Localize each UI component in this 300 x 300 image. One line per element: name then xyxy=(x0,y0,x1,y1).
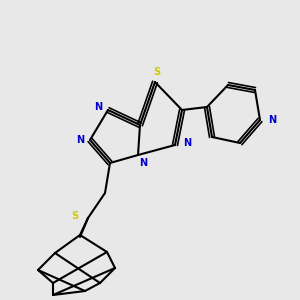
Text: N: N xyxy=(76,135,84,145)
Text: S: S xyxy=(153,67,161,77)
Text: N: N xyxy=(94,102,102,112)
Text: N: N xyxy=(183,138,191,148)
Text: N: N xyxy=(268,115,276,125)
Text: N: N xyxy=(139,158,147,168)
Text: S: S xyxy=(71,211,79,221)
